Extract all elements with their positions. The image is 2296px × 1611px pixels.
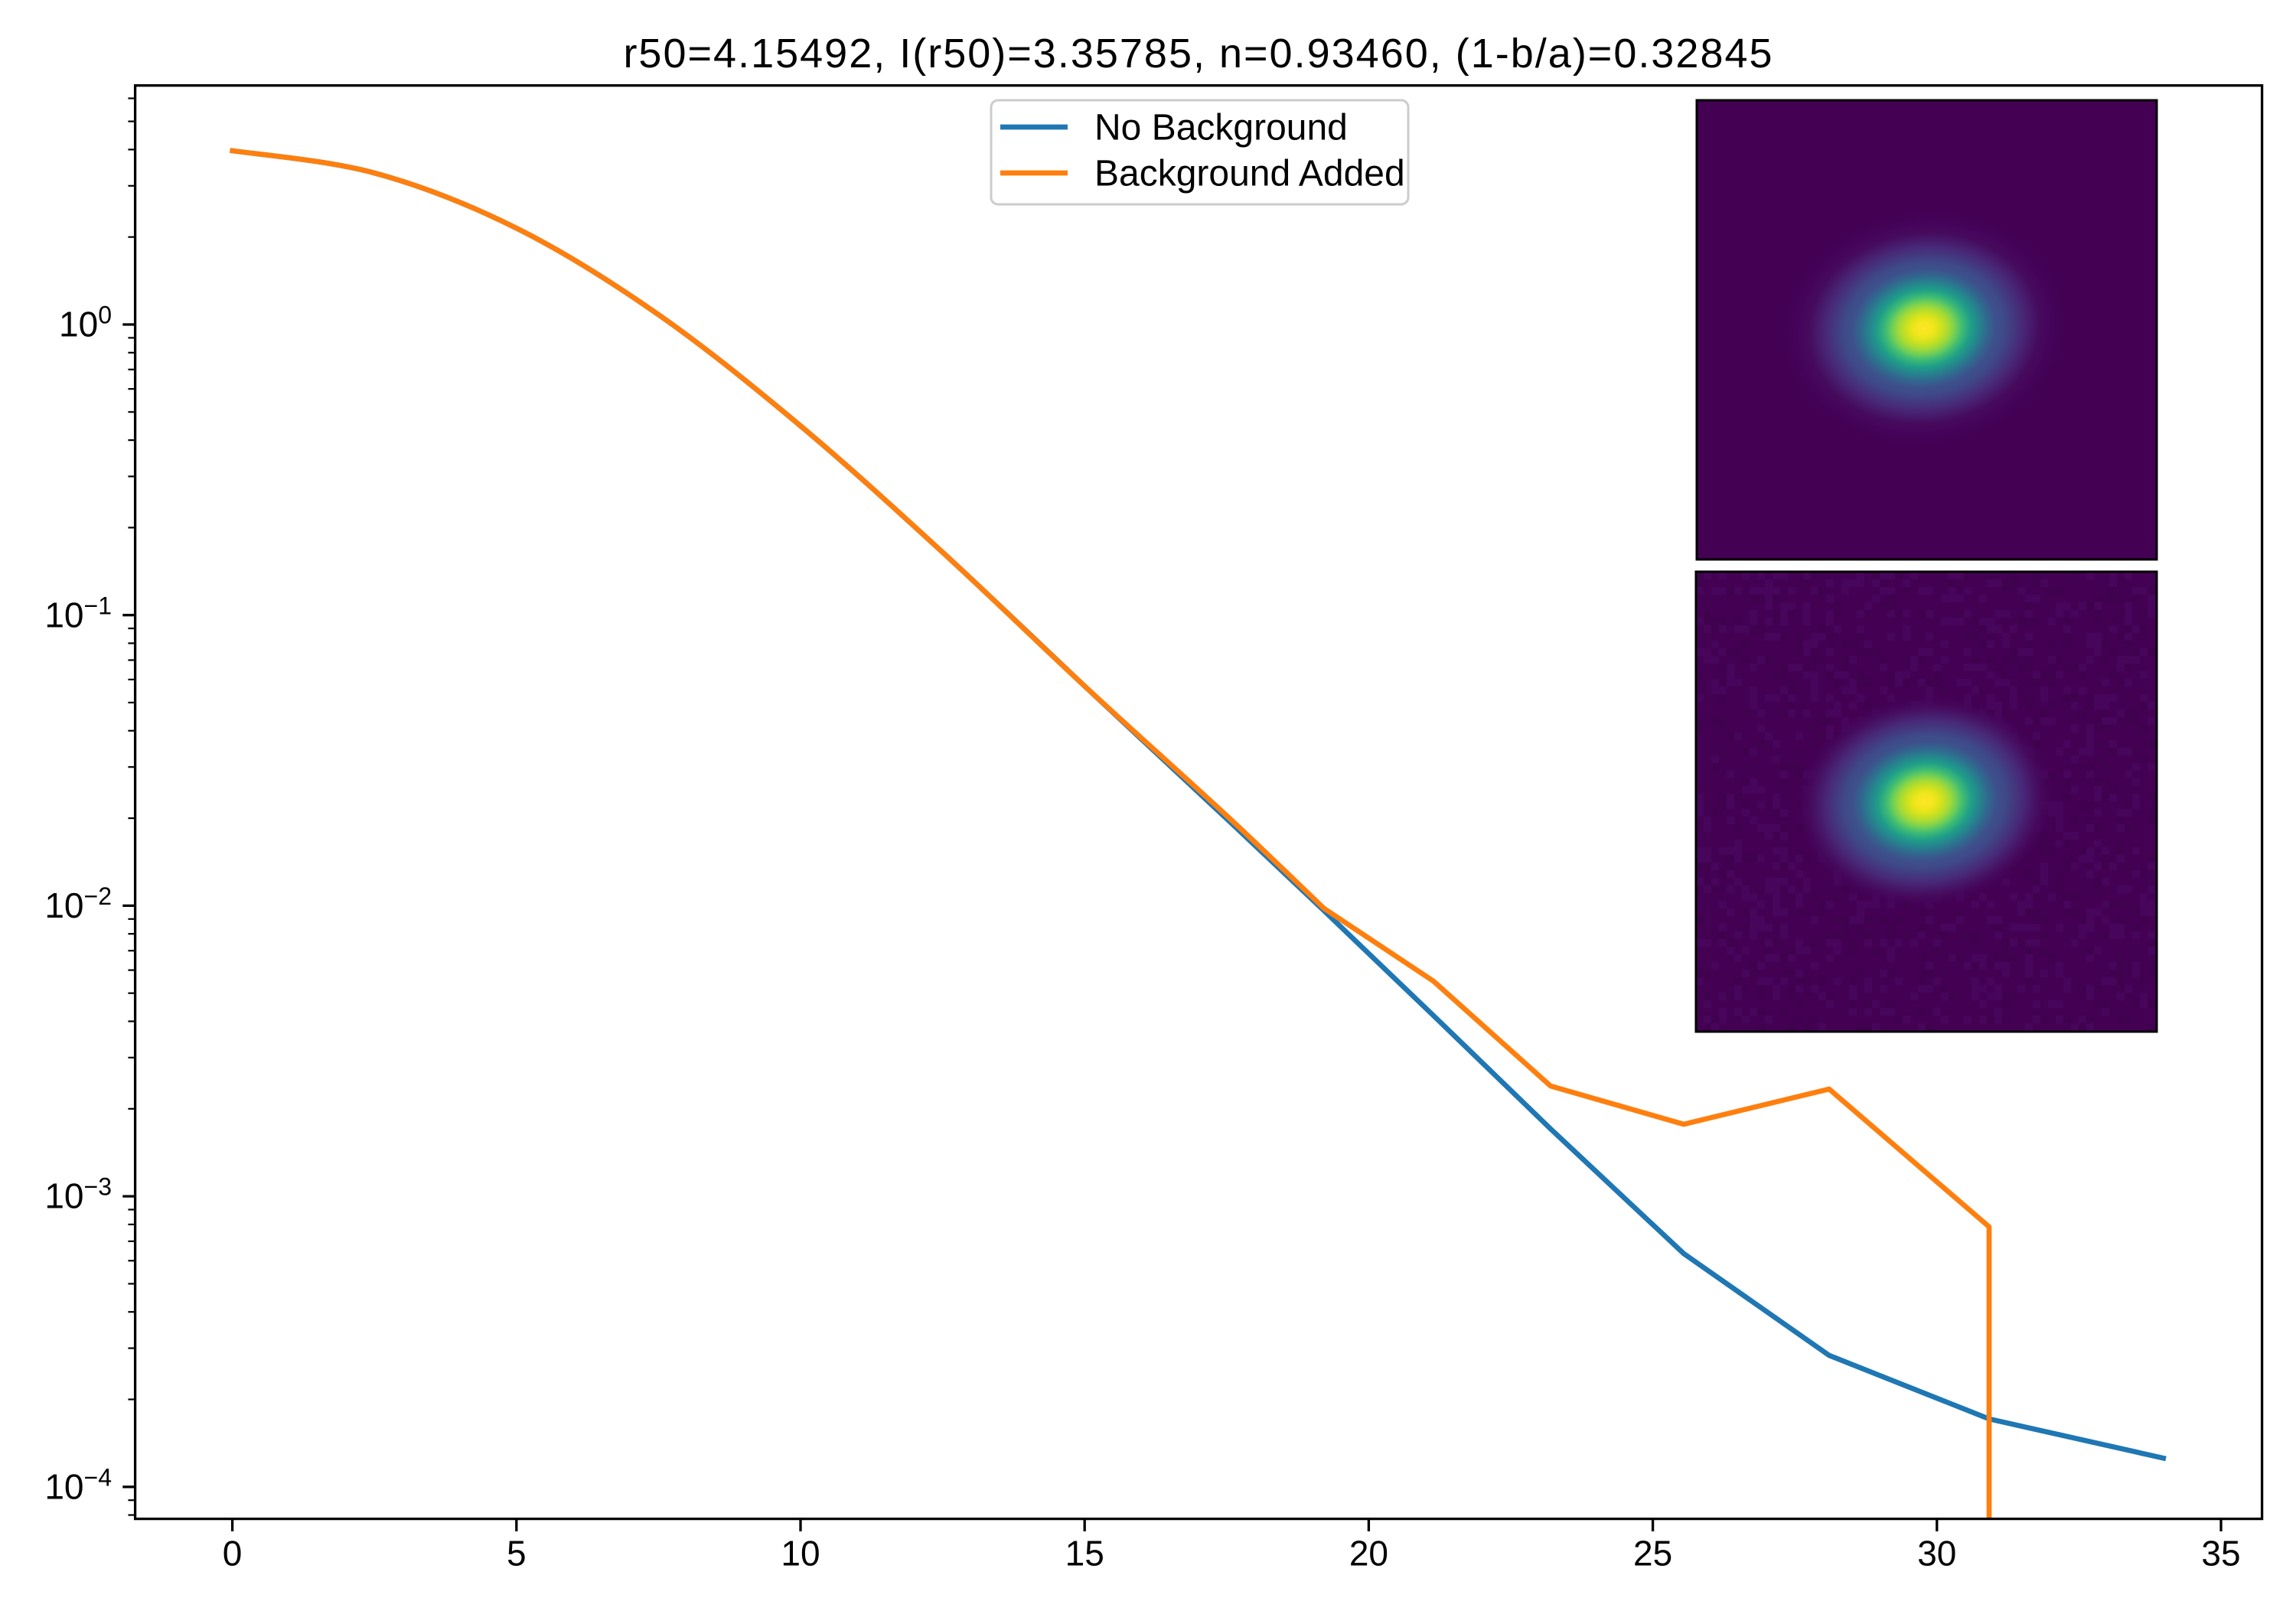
svg-text:35: 35 [2201,1534,2240,1573]
svg-text:10: 10 [781,1534,820,1573]
svg-text:Background Added: Background Added [1094,154,1405,194]
svg-text:r50=4.15492, I(r50)=3.35785, n: r50=4.15492, I(r50)=3.35785, n=0.93460, … [623,31,1773,77]
svg-text:No Background: No Background [1094,108,1348,148]
svg-text:30: 30 [1917,1534,1956,1573]
svg-text:0: 0 [223,1534,243,1573]
svg-text:10−1: 10−1 [44,592,112,634]
svg-text:25: 25 [1633,1534,1672,1573]
svg-text:20: 20 [1349,1534,1388,1573]
svg-text:10−3: 10−3 [44,1173,112,1216]
svg-text:5: 5 [507,1534,527,1573]
svg-text:15: 15 [1065,1534,1104,1573]
